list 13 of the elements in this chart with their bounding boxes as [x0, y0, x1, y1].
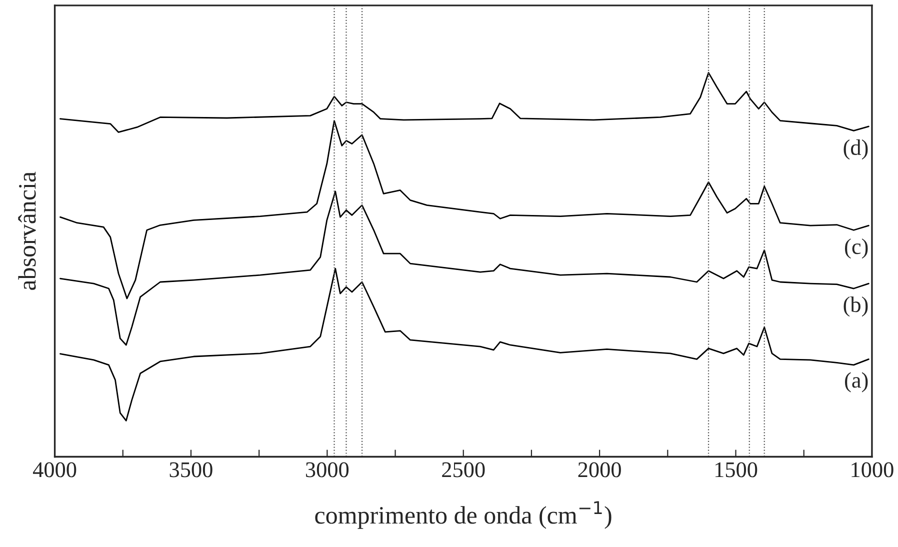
x-tick-label: 1500	[715, 462, 758, 478]
x-tick-label: 3500	[170, 462, 212, 478]
series-label: (c)	[845, 238, 868, 259]
x-axis-title: comprimento de onda (cm$^{−1}$)	[315, 501, 612, 529]
series-label: (d)	[844, 139, 868, 160]
y-axis-title: absorvância	[18, 172, 36, 290]
x-tick-label: 2000	[578, 462, 621, 478]
series-label: (b)	[844, 296, 868, 317]
x-tick-label: 2500	[442, 462, 485, 478]
x-tick-label: 4000	[32, 462, 76, 478]
series-label: (a)	[845, 372, 868, 392]
x-tick-label: 1000	[852, 462, 894, 478]
x-tick-label: 3000	[306, 462, 349, 478]
